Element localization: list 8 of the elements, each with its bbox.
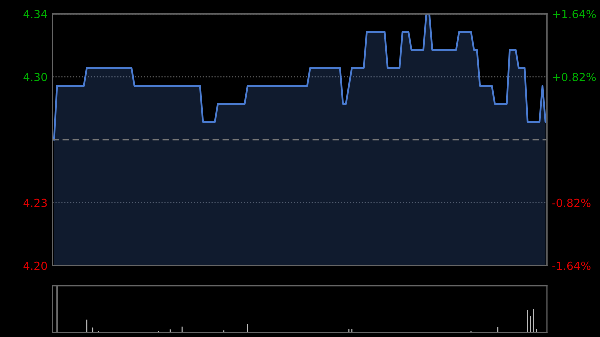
y-tick-label: 4.20 — [24, 262, 48, 270]
y2-tick-label: -0.82% — [552, 198, 591, 208]
y2-tick-label: +1.64% — [553, 10, 596, 19]
y-tick-label: 4.34 — [24, 10, 48, 19]
y-tick-label: 4.23 — [24, 198, 48, 208]
y2-tick-label: +0.82% — [553, 73, 596, 82]
y2-tick-label: -1.64% — [552, 262, 591, 270]
y-tick-label: 4.30 — [24, 73, 48, 82]
